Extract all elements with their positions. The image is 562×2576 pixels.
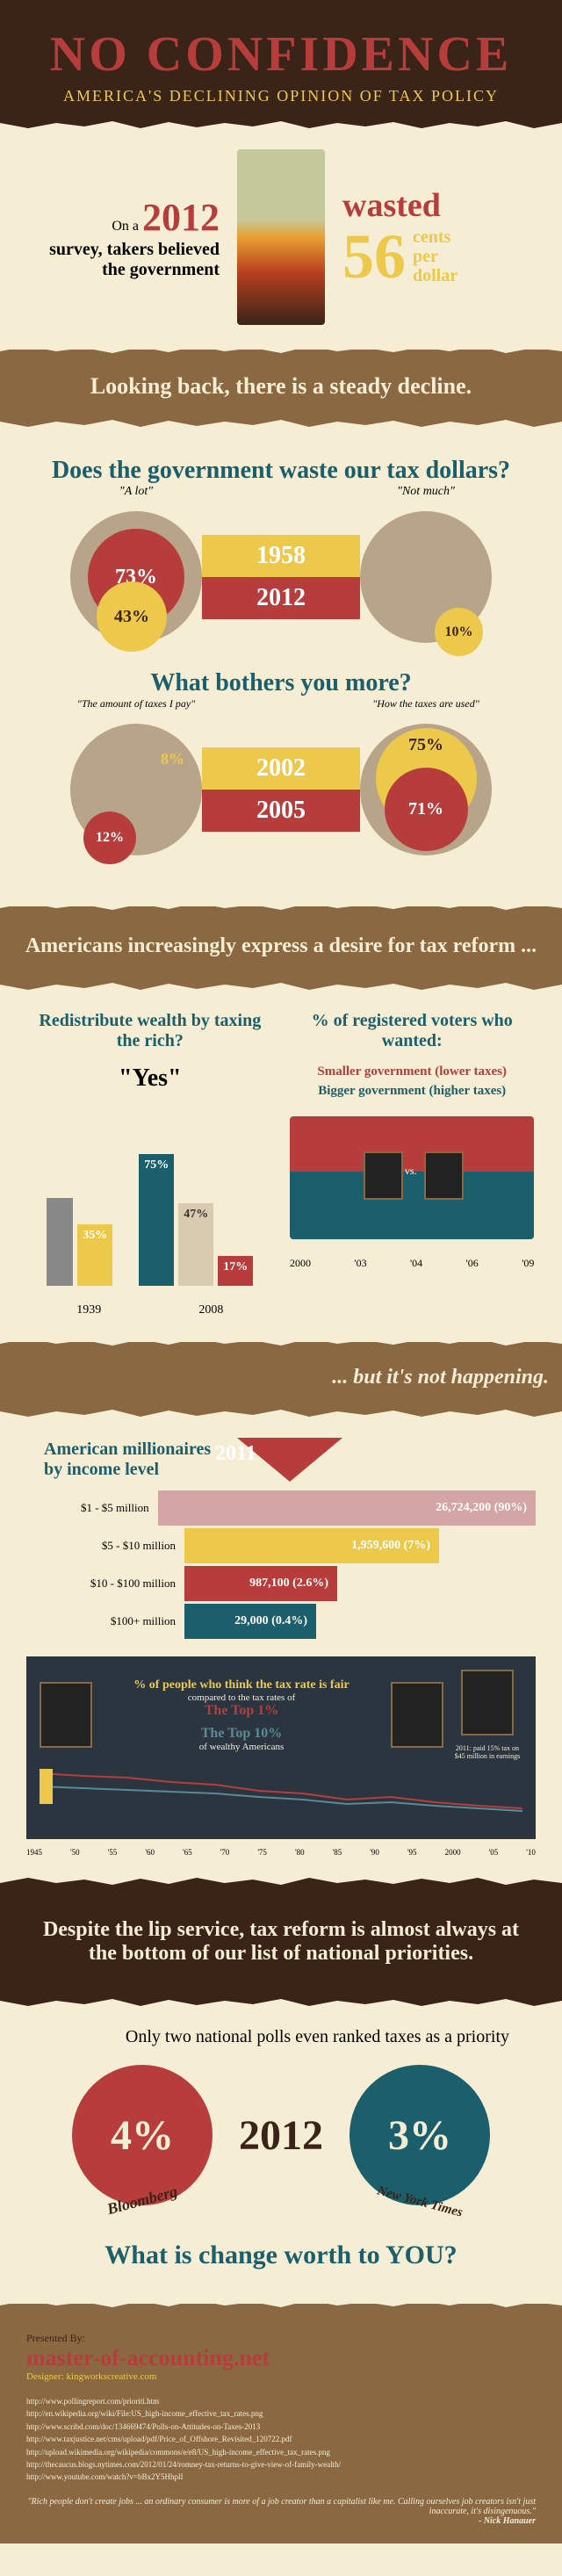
redistribute-chart: Redistribute wealth by taxing the rich? … [28,1011,272,1317]
charts-section: Redistribute wealth by taxing the rich? … [0,993,562,1335]
site-link[interactable]: master-of-accounting.net [26,2345,536,2371]
waste-left-circle: "A lot" 73% 43% [70,511,202,643]
source-link[interactable]: http://upload.wikimedia.org/wikipedia/co… [26,2446,536,2458]
source-link[interactable]: http://www.pollingreport.com/prioriti.ht… [26,2395,536,2407]
intro-left-text: On a 2012 survey, takers believed the go… [44,195,220,280]
portrait-bush [364,1151,403,1200]
main-title: NO CONFIDENCE [18,26,544,83]
millionaire-row: $1 - $5 million26,724,200 (90%) [26,1490,536,1526]
torn-divider [0,343,562,360]
waste-left-inner: 43% [97,581,167,652]
intro-right-text: wasted 56 cents per dollar [342,186,518,288]
torn-divider [0,413,562,430]
poll-nyt: 3% New York Times [349,2065,490,2205]
closing-question: What is change worth to YOU? [26,2240,536,2270]
burning-dollar-icon [237,149,325,325]
lipservice-banner: Despite the lip service, tax reform is a… [0,1892,562,1992]
torn-divider [0,1992,562,2010]
source-link[interactable]: http://en.wikipedia.org/wiki/File:US_hig… [26,2407,536,2420]
torn-divider [0,1335,562,1353]
bothers-left-inner: 12% [83,812,136,864]
footer-section: Presented By: master-of-accounting.net D… [0,2314,562,2544]
torn-divider [0,976,562,993]
line-chart-svg [40,1769,522,1822]
fairness-years: 1945'50'55'60'65'70'75'80'85'90'952000'0… [26,1848,536,1857]
waste-right-circle: "Not much" 4% 10% [360,511,492,643]
source-link[interactable]: http://www.scribd.com/doc/134669474/Poll… [26,2421,536,2433]
portrait-kerry [424,1151,464,1200]
torn-divider [0,1403,562,1420]
quote: "Rich people don't create jobs ... an or… [26,2497,536,2526]
torn-divider [0,114,562,132]
bar-group-1939: 35% [47,1198,112,1286]
lookback-banner: Looking back, there is a steady decline. [0,360,562,413]
bothers-question: What bothers you more? [26,669,536,697]
subtitle: AMERICA'S DECLINING OPINION OF TAX POLIC… [18,87,544,105]
header-section: NO CONFIDENCE AMERICA'S DECLINING OPINIO… [0,0,562,114]
sources-list: http://www.pollingreport.com/prioriti.ht… [26,2395,536,2484]
nothappening-banner: ... but it's not happening. [0,1353,562,1403]
waste-question: Does the government waste our tax dollar… [26,457,536,485]
bothers-right-inner: 71% [385,768,468,851]
torn-divider [0,2297,562,2314]
millionaire-row: $5 - $10 million1,959,600 (7%) [26,1528,536,1563]
statue-icon [47,1198,73,1286]
source-link[interactable]: http://www.taxjustice.net/cms/upload/pdf… [26,2433,536,2445]
wasted-cents: 56 [342,225,406,288]
torn-divider [0,1874,562,1892]
bothers-left-circle: "The amount of taxes I pay" 8% 12% [70,724,202,855]
source-link[interactable]: http://www.youtube.com/watch?v=bBx2Y5Hhp… [26,2471,536,2483]
poll-bloomberg: 4% Bloomberg [72,2065,213,2205]
voters-area-chart: vs. [290,1116,534,1239]
waste-right-inner: 10% [435,608,483,656]
portrait-fdr [40,1682,92,1748]
millionaire-row: $100+ million29,000 (0.4%) [26,1604,536,1639]
voters-years: 2000'03'04'06'09 [290,1257,534,1270]
waste-section: Does the government waste our tax dollar… [0,430,562,899]
reform-banner: Americans increasingly express a desire … [0,917,562,976]
millionaire-bars: $1 - $5 million26,724,200 (90%)$5 - $10 … [26,1490,536,1639]
intro-section: On a 2012 survey, takers believed the go… [0,132,562,343]
portrait-bush-sr [391,1682,443,1748]
voters-chart: % of registered voters who wanted: Small… [290,1011,534,1270]
torn-divider [0,899,562,917]
polls-section: Only two national polls even ranked taxe… [0,2010,562,2297]
source-link[interactable]: http://thecaucus.blogs.nytimes.com/2012/… [26,2458,536,2471]
portrait-romney [461,1670,514,1735]
millionaire-row: $10 - $100 million987,100 (2.6%) [26,1566,536,1601]
year-bars: 1958 2012 [202,535,360,619]
bar-group-2008: 75% 47% 17% [139,1154,253,1286]
millionaires-section: American millionaires by income level 20… [0,1420,562,1874]
fairness-line-chart: % of people who think the tax rate is fa… [26,1656,536,1839]
year-bars: 2002 2005 [202,747,360,832]
intro-year: 2012 [142,196,220,239]
bothers-right-circle: "How the taxes are used" 75% 71% [360,724,492,855]
